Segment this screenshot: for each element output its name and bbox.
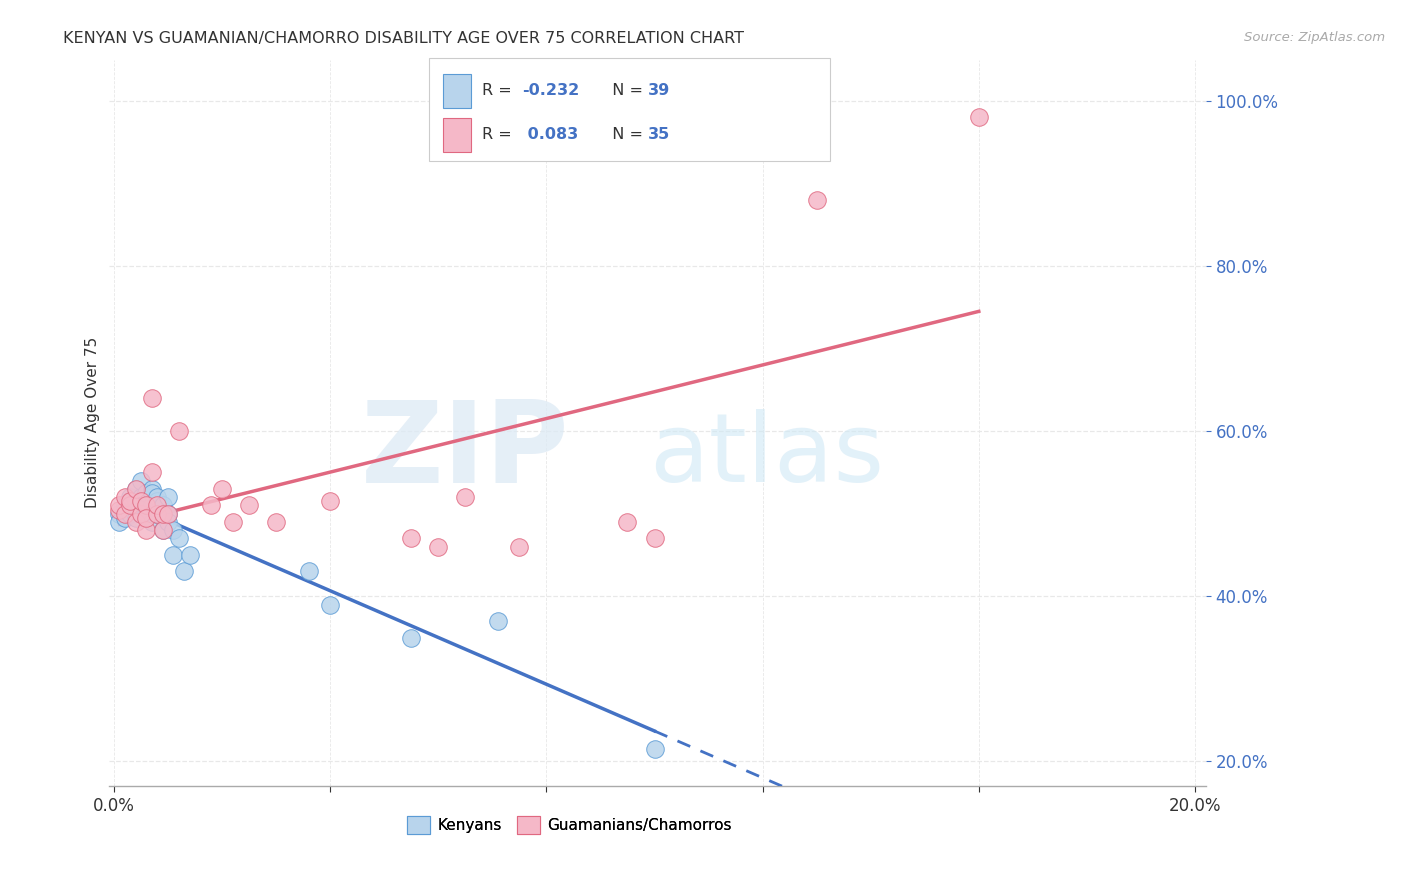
Text: KENYAN VS GUAMANIAN/CHAMORRO DISABILITY AGE OVER 75 CORRELATION CHART: KENYAN VS GUAMANIAN/CHAMORRO DISABILITY … xyxy=(63,31,744,46)
Point xyxy=(129,490,152,504)
Text: R =: R = xyxy=(482,83,517,98)
Text: Source: ZipAtlas.com: Source: ZipAtlas.com xyxy=(1244,31,1385,45)
Point xyxy=(238,499,260,513)
Point xyxy=(486,614,509,628)
Point xyxy=(179,548,201,562)
Point xyxy=(644,742,666,756)
Point xyxy=(401,631,423,645)
Point xyxy=(114,490,136,504)
Point xyxy=(108,515,131,529)
Point xyxy=(141,482,163,496)
Point xyxy=(152,507,174,521)
Point xyxy=(222,515,245,529)
Point xyxy=(141,515,163,529)
Y-axis label: Disability Age Over 75: Disability Age Over 75 xyxy=(86,337,100,508)
Point xyxy=(124,482,146,496)
Point xyxy=(108,499,131,513)
Point xyxy=(114,507,136,521)
Point xyxy=(120,507,142,521)
Text: 39: 39 xyxy=(648,83,671,98)
Point xyxy=(114,499,136,513)
Point xyxy=(120,494,142,508)
Point xyxy=(427,540,450,554)
Point xyxy=(152,523,174,537)
Text: -0.232: -0.232 xyxy=(522,83,579,98)
Point xyxy=(152,523,174,537)
Text: atlas: atlas xyxy=(650,409,884,502)
Point xyxy=(146,507,169,521)
Point xyxy=(211,482,233,496)
Point xyxy=(200,499,222,513)
Point xyxy=(124,499,146,513)
Point xyxy=(141,499,163,513)
Point xyxy=(114,502,136,516)
Point xyxy=(264,515,287,529)
Point xyxy=(152,499,174,513)
Point xyxy=(162,548,184,562)
Text: N =: N = xyxy=(602,83,648,98)
Text: ZIP: ZIP xyxy=(361,396,569,508)
Point xyxy=(162,523,184,537)
Point xyxy=(135,523,157,537)
Point xyxy=(129,494,152,508)
Text: N =: N = xyxy=(602,128,648,143)
Point xyxy=(135,511,157,525)
Point xyxy=(141,486,163,500)
Point xyxy=(108,507,131,521)
Point xyxy=(129,507,152,521)
Point xyxy=(967,111,990,125)
Point xyxy=(120,499,142,513)
Point xyxy=(108,502,131,516)
Point xyxy=(129,507,152,521)
Point xyxy=(167,532,190,546)
Point xyxy=(157,490,180,504)
Point xyxy=(135,499,157,513)
Point xyxy=(157,507,180,521)
Point xyxy=(401,532,423,546)
Point xyxy=(141,391,163,405)
Point xyxy=(454,490,477,504)
Point xyxy=(157,515,180,529)
Text: 0.083: 0.083 xyxy=(522,128,578,143)
Point xyxy=(167,424,190,438)
Point xyxy=(644,532,666,546)
Point xyxy=(114,511,136,525)
Point xyxy=(129,474,152,488)
Point xyxy=(146,499,169,513)
Point xyxy=(616,515,638,529)
Text: R =: R = xyxy=(482,128,517,143)
Legend: Kenyans, Guamanians/Chamorros: Kenyans, Guamanians/Chamorros xyxy=(401,809,738,840)
Point xyxy=(135,486,157,500)
Point xyxy=(146,507,169,521)
Point xyxy=(124,482,146,496)
Point xyxy=(135,499,157,513)
Point xyxy=(319,494,342,508)
Point xyxy=(120,494,142,508)
Point xyxy=(124,515,146,529)
Point xyxy=(120,490,142,504)
Point xyxy=(124,511,146,525)
Point xyxy=(146,490,169,504)
Point xyxy=(806,193,828,207)
Point xyxy=(141,466,163,480)
Point xyxy=(508,540,530,554)
Point xyxy=(319,598,342,612)
Text: 35: 35 xyxy=(648,128,671,143)
Point xyxy=(135,507,157,521)
Point xyxy=(157,507,180,521)
Point xyxy=(297,565,319,579)
Point xyxy=(146,494,169,508)
Point xyxy=(173,565,195,579)
